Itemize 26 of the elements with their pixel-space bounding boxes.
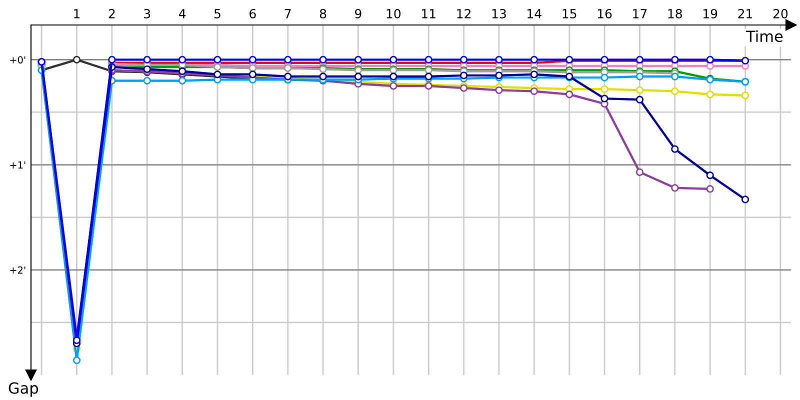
x-tick-label: 18 <box>668 8 682 18</box>
x-tick-label: 17 <box>633 9 647 18</box>
x-tick-label: 13 <box>492 8 506 18</box>
x-tick-label: 10 <box>386 8 401 18</box>
x-tick-label: 8 <box>320 8 326 18</box>
y-tick-label: +1' <box>10 161 26 168</box>
x-tick-label: 20 <box>773 8 788 18</box>
x-tick-label: 15 <box>562 9 576 18</box>
x-axis-title: Time <box>746 30 783 42</box>
y-tick-label: +2' <box>10 266 26 274</box>
x-tick-label: 3 <box>144 8 150 18</box>
x-tick-label: 12 <box>457 8 470 18</box>
x-tick-label: 21 <box>738 8 752 18</box>
x-tick-label: 9 <box>355 8 362 18</box>
x-tick-label: 7 <box>284 9 291 18</box>
x-tick-label: 14 <box>528 9 542 18</box>
y-axis-title: Gap <box>8 382 38 397</box>
x-tick-label: 4 <box>178 9 186 18</box>
y-tick-label: +0' <box>10 56 26 64</box>
x-tick-label: 2 <box>108 8 115 18</box>
x-tick-label: 19 <box>703 8 718 18</box>
x-tick-label: 16 <box>598 8 612 18</box>
x-tick-label: 11 <box>422 9 436 18</box>
x-tick-label: 1 <box>74 9 80 18</box>
x-tick-label: 5 <box>214 9 220 18</box>
x-tick-label: 6 <box>250 8 256 18</box>
